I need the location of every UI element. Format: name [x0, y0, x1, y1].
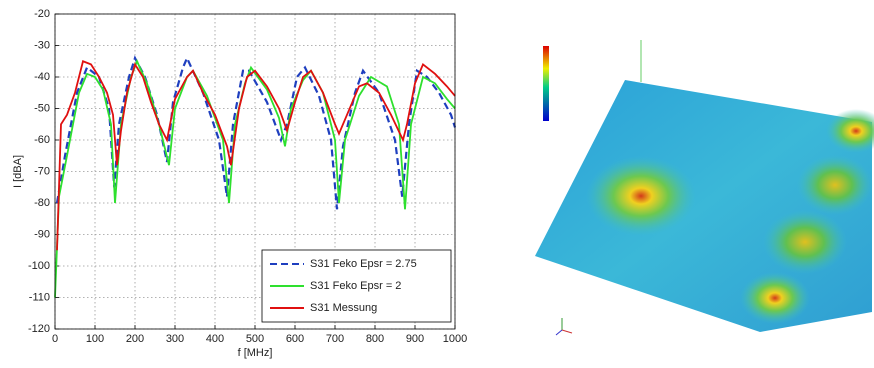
legend-label: S31 Messung: [310, 302, 377, 314]
series-line: [56, 60, 456, 251]
x-tick-label: 200: [126, 333, 144, 345]
x-tick-label: 1000: [443, 333, 467, 345]
y-tick-label: -120: [28, 323, 50, 335]
y-tick-label: -40: [34, 71, 50, 83]
x-tick-label: 600: [286, 333, 304, 345]
y-tick-label: -30: [34, 39, 50, 51]
legend-label: S31 Feko Epsr = 2: [310, 280, 401, 292]
x-tick-label: 300: [166, 333, 184, 345]
hotspot: [797, 155, 873, 215]
y-axis-label: I [dBA]: [12, 155, 24, 188]
y-tick-label: -80: [34, 197, 50, 209]
x-tick-label: 100: [86, 333, 104, 345]
x-tick-label: 700: [326, 333, 344, 345]
axis-icon: [555, 318, 573, 336]
legend-label: S31 Feko Epsr = 2.75: [310, 258, 417, 270]
y-tick-label: -100: [28, 260, 50, 272]
y-tick-label: -50: [34, 102, 50, 114]
chart: -120 -110 -100 -90 -80 -70 -60 -50 -40 -30 -20 0 100…: [12, 8, 467, 359]
y-tick-label: -70: [34, 165, 50, 177]
y-tick-label: -90: [34, 228, 50, 240]
y-tick-label: -20: [34, 8, 50, 20]
hotspot: [763, 210, 847, 274]
series-line: [55, 55, 457, 210]
hotspot: [826, 109, 874, 153]
x-tick-label: 400: [206, 333, 224, 345]
x-tick-label: 500: [246, 333, 264, 345]
plot-frame: [54, 13, 456, 330]
color-bar: [543, 46, 549, 121]
y-tick-label: -60: [34, 134, 50, 146]
x-tick-label: 800: [366, 333, 384, 345]
hotspot: [586, 156, 696, 236]
y-tick-label: -110: [29, 291, 50, 303]
hotspot: [740, 272, 810, 324]
x-axis-label: f [MHz]: [238, 347, 273, 359]
x-tick-label: 0: [52, 333, 58, 345]
x-tick-label: 900: [406, 333, 424, 345]
field-plot: [535, 40, 874, 336]
